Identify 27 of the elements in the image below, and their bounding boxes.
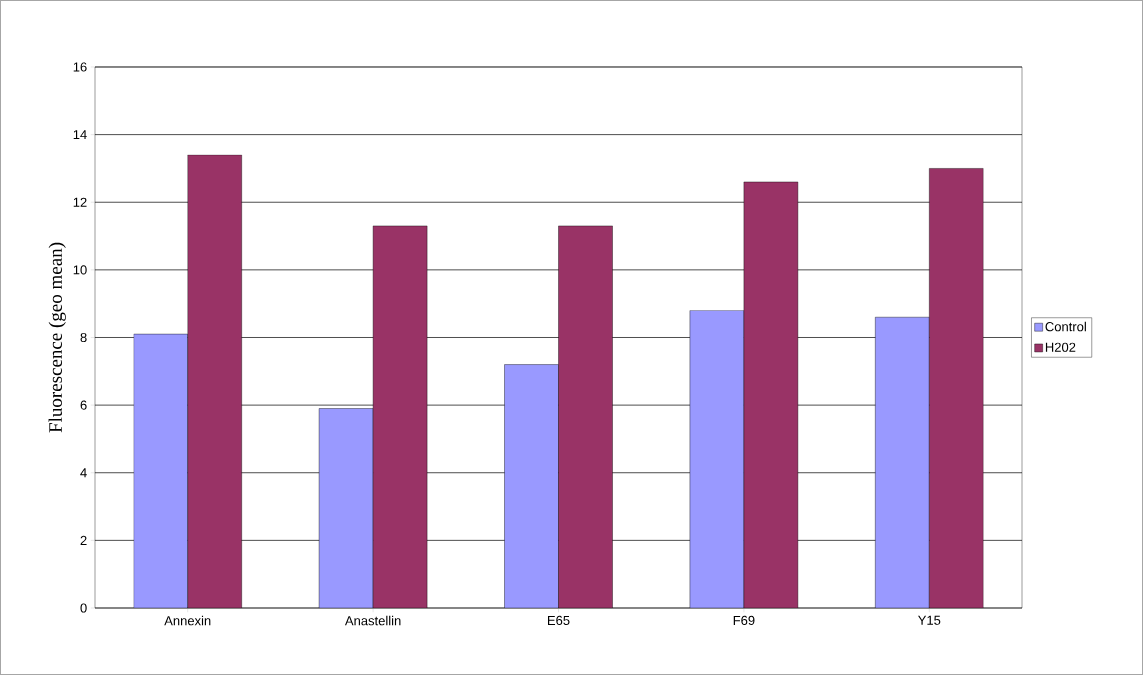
bar	[372, 225, 428, 608]
y-tick-label: 0	[80, 603, 87, 613]
bar	[187, 154, 242, 608]
y-tick-label: 4	[80, 468, 87, 478]
legend-label: Control	[1045, 321, 1086, 332]
bar	[929, 168, 984, 608]
bar	[875, 317, 930, 608]
x-tick-label: Y15	[918, 615, 941, 625]
y-tick-label: 10	[73, 265, 87, 275]
y-tick-label: 12	[73, 197, 87, 207]
legend-label: H202	[1045, 342, 1076, 352]
y-tick-label: 6	[80, 400, 87, 410]
bar	[689, 310, 745, 608]
x-tick-label: F69	[733, 615, 755, 625]
x-tick-label: Anastellin	[344, 615, 401, 626]
bar	[318, 408, 374, 608]
y-tick-label: 16	[73, 62, 87, 72]
x-tick-label: E65	[548, 615, 570, 625]
bar	[743, 181, 799, 608]
bar	[133, 333, 188, 608]
y-tick-label: 8	[80, 332, 87, 343]
bar	[558, 225, 613, 608]
bar	[504, 364, 559, 608]
x-tick-label: Annexin	[164, 615, 211, 626]
y-axis-title: Fluorescence (geo mean)	[48, 242, 66, 433]
y-tick-label: 2	[80, 535, 87, 545]
y-tick-label: 14	[73, 130, 87, 140]
